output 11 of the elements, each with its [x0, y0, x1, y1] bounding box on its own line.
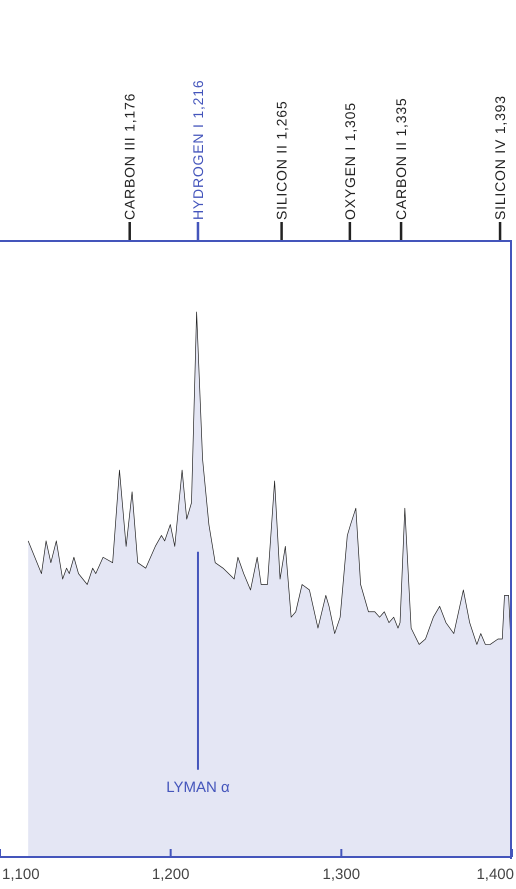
ref-line-label: OXYGEN I 1,305	[342, 102, 358, 220]
ref-line-label: LYMAN α	[166, 778, 230, 796]
ref-line-label: HYDROGEN I 1,216	[190, 80, 206, 220]
x-tick-label: 1,400	[476, 866, 514, 883]
x-tick-label: 1,100	[2, 866, 40, 883]
ref-line-label: CARBON II 1,335	[393, 98, 410, 220]
x-tick-label: 1,300	[322, 866, 360, 883]
ref-line-label: SILICON II 1,265	[274, 100, 290, 220]
ref-line-label: CARBON III 1,176	[122, 92, 138, 220]
ref-line-label: SILICON IV 1,393	[492, 95, 508, 220]
x-tick-label: 1,200	[152, 866, 190, 883]
